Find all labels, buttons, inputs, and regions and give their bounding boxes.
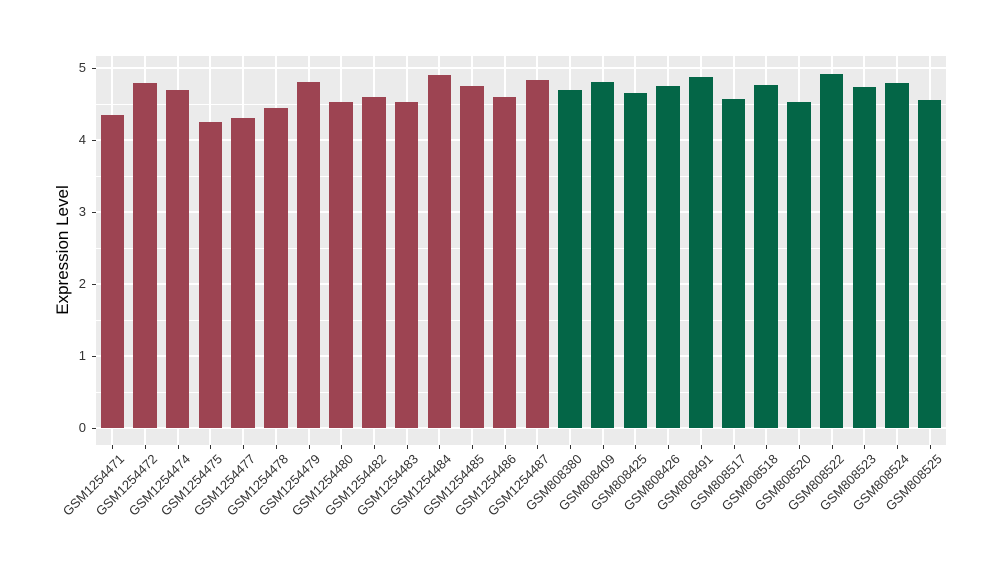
bar <box>819 74 844 428</box>
bar <box>231 117 255 428</box>
y-axis-tick-label: 4 <box>78 132 86 147</box>
bar <box>362 96 386 428</box>
bar <box>689 76 713 428</box>
x-axis-tick <box>308 445 310 449</box>
x-axis-tick <box>439 445 441 449</box>
bar <box>558 90 582 428</box>
x-axis-tick <box>668 445 670 449</box>
bar <box>754 84 778 428</box>
y-axis-tick <box>92 428 96 429</box>
bar <box>623 93 648 428</box>
bar <box>460 86 484 428</box>
bar <box>427 75 452 428</box>
bar <box>394 101 419 428</box>
bar <box>787 101 811 428</box>
x-axis-tick <box>373 445 375 449</box>
y-axis-tick-label: 5 <box>78 60 86 75</box>
gridline-major <box>96 427 946 429</box>
x-axis-tick <box>733 445 735 449</box>
y-axis-tick-label: 1 <box>78 348 86 363</box>
gridline-minor <box>96 320 946 321</box>
x-axis-tick <box>798 445 800 449</box>
x-axis-tick <box>504 445 506 449</box>
bar <box>525 80 550 428</box>
y-axis-tick-label: 0 <box>78 420 86 435</box>
gridline-major <box>96 355 946 357</box>
y-axis-tick <box>92 68 96 69</box>
bar <box>852 86 877 428</box>
y-axis-tick-label: 3 <box>78 204 86 219</box>
x-axis-tick <box>929 445 931 449</box>
x-axis-tick <box>112 445 114 449</box>
bar <box>885 83 909 428</box>
bar <box>133 83 157 428</box>
x-axis-tick <box>177 445 179 449</box>
x-axis-tick <box>537 445 539 449</box>
gridline-minor <box>96 104 946 105</box>
x-axis-tick <box>831 445 833 449</box>
bar <box>721 98 746 428</box>
x-axis-tick <box>896 445 898 449</box>
x-axis-tick <box>602 445 604 449</box>
bar <box>329 101 353 428</box>
bar <box>296 81 321 428</box>
y-axis-tick <box>92 356 96 357</box>
bar <box>100 114 125 428</box>
x-axis-tick <box>570 445 572 449</box>
gridline-major <box>96 211 946 213</box>
y-axis-tick <box>92 284 96 285</box>
bar <box>492 96 517 428</box>
y-axis-tick <box>92 212 96 213</box>
x-axis-tick <box>145 445 147 449</box>
x-axis-tick <box>766 445 768 449</box>
plot-panel <box>96 56 946 445</box>
x-axis-tick <box>243 445 245 449</box>
gridline-major <box>96 139 946 141</box>
x-axis-tick <box>275 445 277 449</box>
bar <box>165 90 190 428</box>
x-axis-tick <box>471 445 473 449</box>
bar <box>917 100 942 428</box>
x-axis-tick <box>406 445 408 449</box>
x-axis-tick <box>700 445 702 449</box>
bar <box>198 122 223 428</box>
gridline-minor <box>96 176 946 177</box>
gridline-major <box>96 67 946 69</box>
bar <box>264 107 288 428</box>
x-axis-tick <box>635 445 637 449</box>
x-axis-tick <box>210 445 212 449</box>
gridline-minor <box>96 248 946 249</box>
bar <box>590 82 615 428</box>
y-axis-tick <box>92 140 96 141</box>
gridline-minor <box>96 392 946 393</box>
x-axis-tick <box>864 445 866 449</box>
y-axis-tick-label: 2 <box>78 276 86 291</box>
bar <box>656 86 680 428</box>
gridline-major <box>96 283 946 285</box>
x-axis-tick <box>341 445 343 449</box>
